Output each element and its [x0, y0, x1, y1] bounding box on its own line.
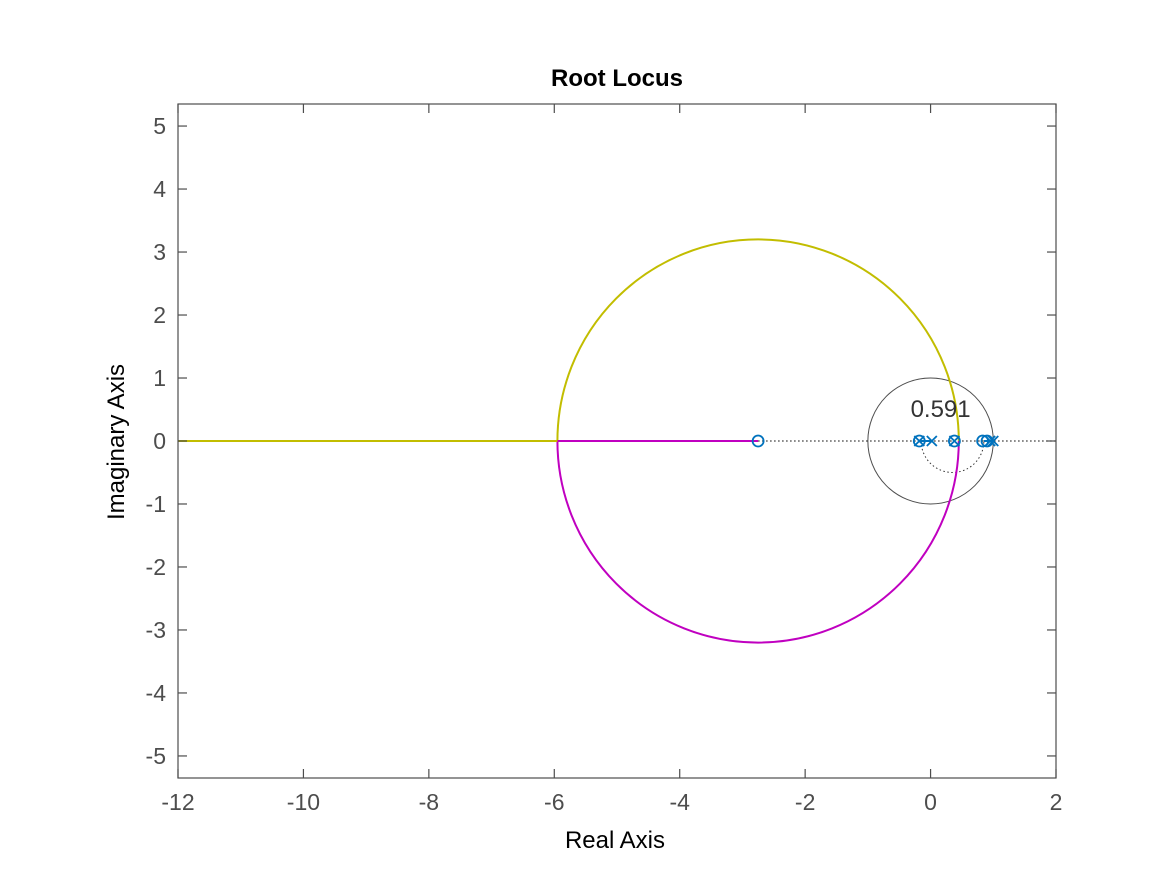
annotation-0: 0.591	[911, 396, 971, 423]
y-tick-label-8: 3	[153, 239, 166, 265]
plot-layer: 0.591	[178, 238, 1056, 644]
x-tick-label-0: -12	[161, 789, 194, 815]
x-tick-label-3: -6	[544, 789, 564, 815]
y-tick-label-5: 0	[153, 428, 166, 454]
x-tick-label-1: -10	[287, 789, 320, 815]
pole-marker-3	[984, 435, 996, 447]
y-tick-label-4: -1	[146, 491, 166, 517]
x-tick-label-7: 2	[1050, 789, 1063, 815]
zero-marker-0	[751, 434, 765, 448]
y-tick-label-3: -2	[146, 554, 166, 580]
y-tick-label-10: 5	[153, 113, 166, 139]
zero-marker-1	[912, 434, 926, 448]
zero-marker-3	[976, 434, 990, 448]
zero-marker-2	[948, 434, 961, 448]
pole-marker-4	[987, 435, 999, 447]
x-tick-label-5: -2	[795, 789, 815, 815]
x-tick-label-6: 0	[924, 789, 937, 815]
y-tick-label-1: -4	[146, 680, 167, 706]
x-tick-label-2: -8	[419, 789, 439, 815]
pole-marker-2	[948, 435, 961, 447]
locus-lower-branch	[556, 440, 960, 644]
y-tick-label-9: 4	[153, 176, 166, 202]
chart-title: Root Locus	[551, 65, 683, 92]
y-axis-label: Imaginary Axis	[103, 364, 130, 520]
y-tick-label-0: -5	[146, 743, 166, 769]
pole-marker-0	[913, 435, 925, 447]
y-tick-label-7: 2	[153, 302, 166, 328]
y-tick-label-6: 1	[153, 365, 166, 391]
pole-marker-1	[926, 435, 938, 447]
locus-upper-branch	[556, 238, 960, 442]
dotted-arc	[920, 440, 985, 473]
x-axis-label: Real Axis	[565, 827, 665, 854]
x-tick-label-4: -4	[669, 789, 690, 815]
y-tick-label-2: -3	[146, 617, 166, 643]
